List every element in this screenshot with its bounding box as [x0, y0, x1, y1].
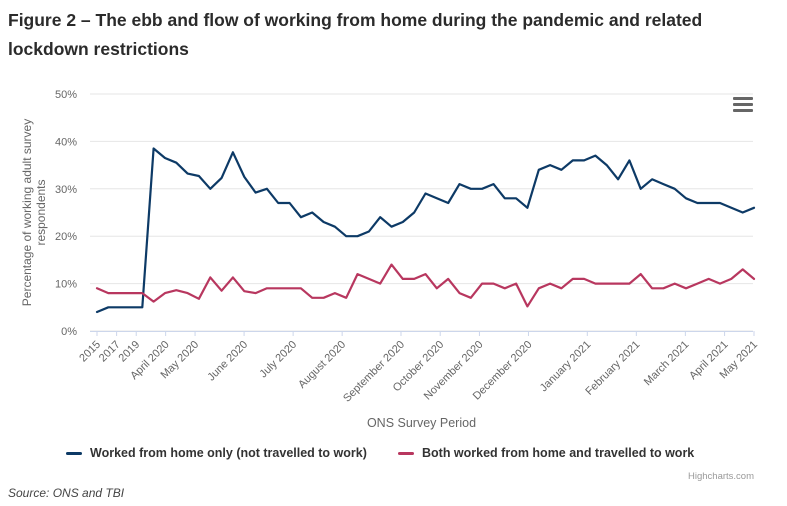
x-axis-label: ONS Survey Period	[367, 416, 476, 430]
y-tick-label: 40%	[55, 136, 77, 148]
x-tick-label: 2017	[97, 339, 123, 365]
x-tick-label: 2015	[77, 339, 103, 365]
legend-item-both[interactable]: Both worked from home and travelled to w…	[398, 446, 694, 460]
highcharts-credits-link[interactable]: Highcharts.com	[688, 471, 754, 482]
y-axis-label-line-2: respondents	[34, 179, 48, 245]
x-tick-label: 2019	[117, 339, 143, 365]
x-tick-label: January 2021	[538, 339, 594, 395]
x-axis	[90, 331, 755, 336]
y-tick-label: 30%	[55, 184, 77, 196]
series-line-1[interactable]	[95, 263, 756, 308]
y-tick-label: 20%	[55, 231, 77, 243]
grid-lines	[90, 93, 753, 332]
x-tick-label: September 2020	[341, 339, 407, 405]
y-tick-label: 50%	[55, 89, 77, 101]
series-line-0[interactable]	[95, 147, 756, 314]
y-axis-label-line-1: Percentage of working adult survey	[20, 119, 34, 306]
y-tick-label: 10%	[55, 279, 77, 291]
series-lines	[95, 147, 756, 314]
legend-swatch-home-only	[66, 451, 82, 455]
legend-swatch-both	[398, 451, 414, 455]
x-tick-label: August 2020	[296, 339, 348, 391]
y-axis-tick-labels: 0% 10% 20% 30% 40% 50%	[55, 89, 77, 338]
legend: Worked from home only (not travelled to …	[0, 446, 787, 468]
source-note: Source: ONS and TBI	[8, 486, 125, 500]
legend-item-home-only[interactable]: Worked from home only (not travelled to …	[66, 446, 367, 460]
chart-menu-icon[interactable]	[733, 97, 753, 113]
x-tick-label: March 2021	[642, 339, 692, 389]
figure-title: Figure 2 – The ebb and flow of working f…	[8, 10, 703, 59]
legend-label-both: Both worked from home and travelled to w…	[422, 446, 695, 460]
y-tick-label: 0%	[61, 326, 77, 338]
legend-label-home-only: Worked from home only (not travelled to …	[90, 446, 367, 460]
x-tick-label: July 2020	[257, 339, 299, 381]
x-tick-label: June 2020	[205, 339, 250, 384]
